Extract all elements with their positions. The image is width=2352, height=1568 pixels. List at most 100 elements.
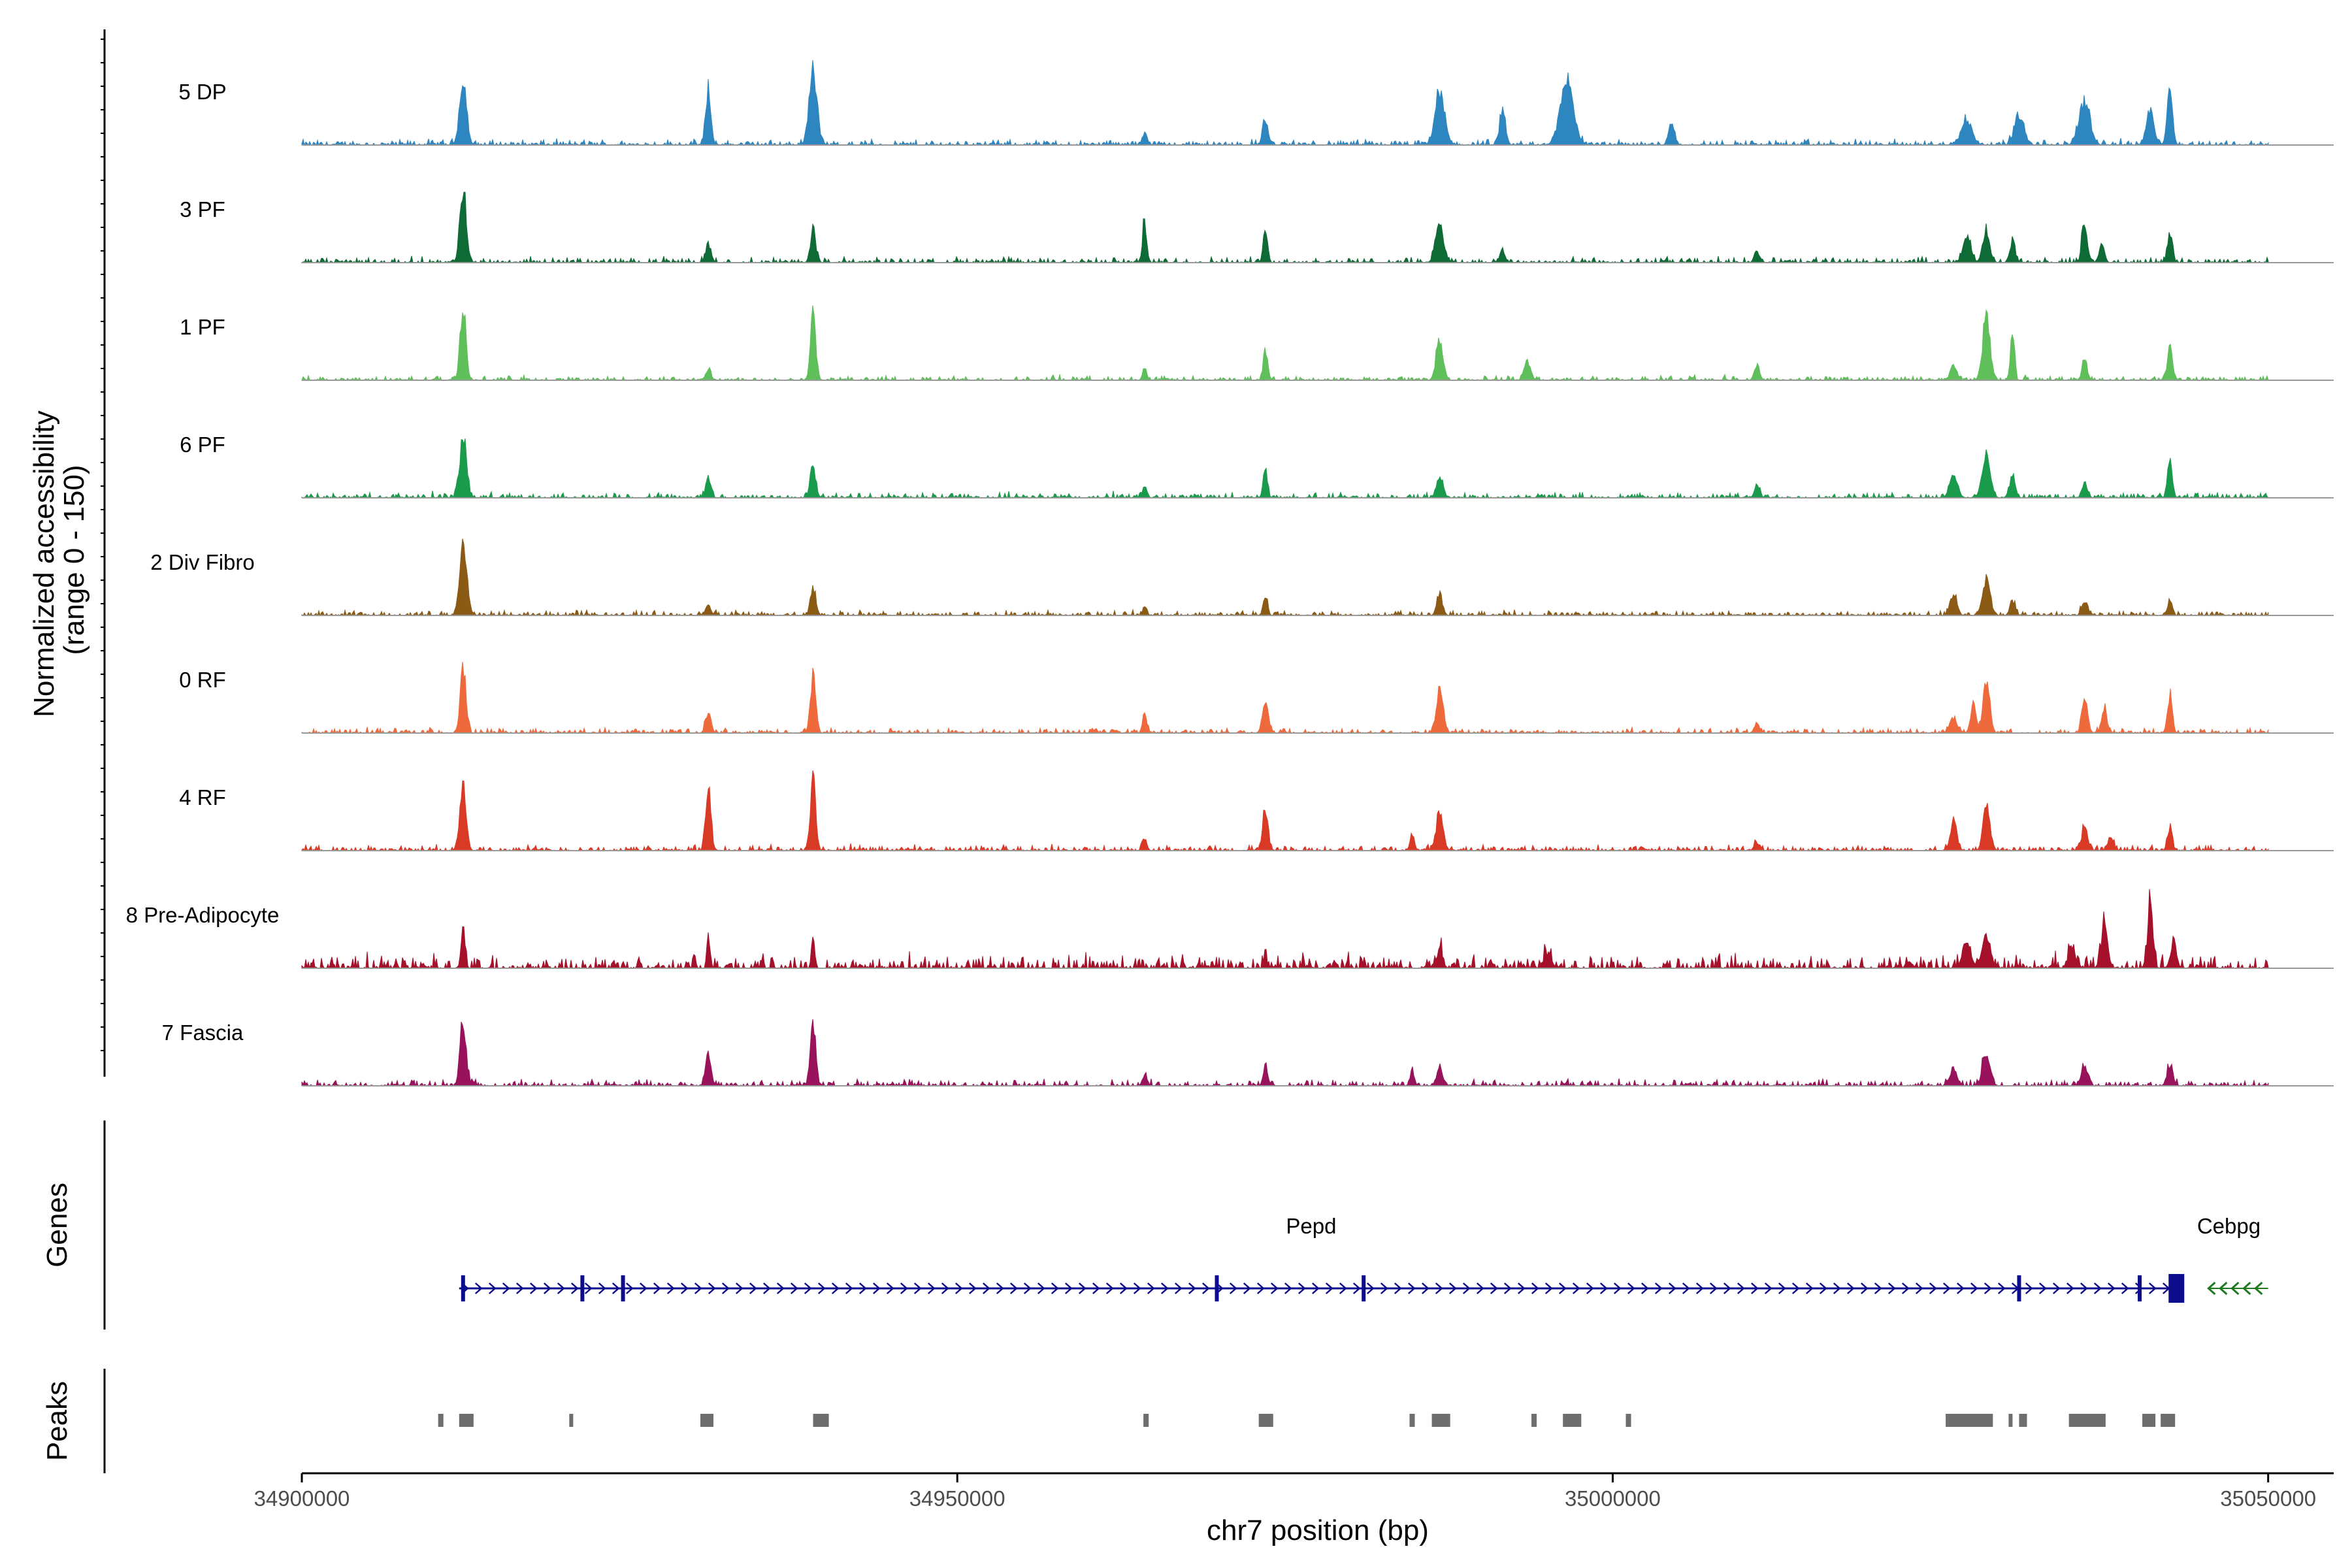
strand-arrow (1695, 1282, 1704, 1294)
strand-arrow (2066, 1282, 2074, 1294)
peak-region (1431, 1414, 1450, 1427)
strand-arrow (1037, 1282, 1045, 1294)
strand-arrow (900, 1282, 908, 1294)
x-axis: 34900000 34950000 35000000 35050000 chr7 po… (254, 1472, 2334, 1546)
strand-arrow (1421, 1282, 1429, 1294)
strand-arrow (1188, 1282, 1196, 1294)
strand-arrow (2038, 1282, 2047, 1294)
peak-region (2142, 1414, 2156, 1427)
gene-pepd: Pepd (459, 1214, 2185, 1303)
peak-region (1258, 1414, 1273, 1427)
strand-arrow (790, 1282, 798, 1294)
strand-arrow (1846, 1282, 1855, 1294)
strand-arrow (1682, 1282, 1690, 1294)
strand-arrow (557, 1282, 565, 1294)
gene-label: Pepd (1286, 1214, 1336, 1238)
strand-arrow (1133, 1282, 1141, 1294)
strand-arrow (1737, 1282, 1745, 1294)
x-axis-title: chr7 position (bp) (1207, 1514, 1429, 1546)
y-axis-ticks (101, 39, 105, 1051)
strand-arrow (804, 1282, 812, 1294)
strand-arrow (1147, 1282, 1155, 1294)
strand-arrow (1517, 1282, 1526, 1294)
strand-arrow (817, 1282, 826, 1294)
track-label: 2 Div Fibro (150, 550, 255, 574)
strand-arrow (1544, 1282, 1553, 1294)
strand-arrow (762, 1282, 771, 1294)
exon (2168, 1274, 2185, 1303)
strand-arrow (1613, 1282, 1622, 1294)
strand-arrow (2025, 1282, 2033, 1294)
strand-arrow (1599, 1282, 1608, 1294)
strand-arrow (584, 1282, 593, 1294)
strand-arrow (2148, 1282, 2157, 1294)
peak-region (2019, 1414, 2027, 1427)
peaks-panel-label: Peaks (41, 1381, 73, 1461)
strand-arrow (1476, 1282, 1484, 1294)
strand-arrow (872, 1282, 881, 1294)
strand-arrow (1654, 1282, 1663, 1294)
strand-arrow (968, 1282, 977, 1294)
track-label: 6 PF (180, 433, 225, 457)
strand-arrow (1174, 1282, 1183, 1294)
strand-arrow (845, 1282, 853, 1294)
strand-arrow (1229, 1282, 1237, 1294)
strand-arrow (680, 1282, 689, 1294)
strand-arrow (1942, 1282, 1951, 1294)
strand-arrow (955, 1282, 963, 1294)
strand-arrow (1668, 1282, 1676, 1294)
strand-arrow (1750, 1282, 1759, 1294)
exon (580, 1275, 585, 1301)
strand-arrow (1572, 1282, 1580, 1294)
strand-arrow (749, 1282, 757, 1294)
strand-arrow (1256, 1282, 1265, 1294)
peak-region (1531, 1414, 1537, 1427)
x-axis-ticks: 34900000 34950000 35000000 35050000 (254, 1473, 2316, 1511)
track-6: 0 RF (179, 661, 2334, 734)
peak-region (1563, 1414, 1582, 1427)
peak-region (1143, 1414, 1149, 1427)
strand-arrow (474, 1282, 483, 1294)
strand-arrow (721, 1282, 730, 1294)
strand-arrow (1997, 1282, 2006, 1294)
strand-arrow (570, 1282, 579, 1294)
strand-arrow (982, 1282, 990, 1294)
strand-arrow (1984, 1282, 1992, 1294)
x-tick-label: 34950000 (909, 1486, 1005, 1511)
strand-arrow (1970, 1282, 1978, 1294)
track-5: 2 Div Fibro (150, 538, 2334, 617)
track-3: 1 PF (180, 305, 2334, 382)
strand-arrow (1503, 1282, 1512, 1294)
x-tick-label: 35000000 (1565, 1486, 1661, 1511)
strand-arrow (1901, 1282, 1910, 1294)
coverage-tracks: 5 DP 3 PF 1 PF 6 PF 2 Div Fibro 0 RF 4 RF 8 Pre… (126, 59, 2334, 1087)
gene-models: Pepd Cebpg (459, 1214, 2268, 1303)
strand-arrow (2080, 1282, 2088, 1294)
peak-region (569, 1414, 574, 1427)
strand-arrow (1311, 1282, 1320, 1294)
strand-arrow (598, 1282, 606, 1294)
strand-arrow (529, 1282, 538, 1294)
strand-arrow (1270, 1282, 1279, 1294)
strand-arrow (1819, 1282, 1827, 1294)
strand-arrow (776, 1282, 785, 1294)
peak-region (2068, 1414, 2106, 1427)
strand-arrow (927, 1282, 936, 1294)
strand-arrow (1709, 1282, 1718, 1294)
strand-arrow (1805, 1282, 1814, 1294)
track-4: 6 PF (180, 433, 2334, 499)
gene-cebpg: Cebpg (2197, 1214, 2268, 1296)
strand-arrow (1887, 1282, 1896, 1294)
gene-label: Cebpg (2197, 1214, 2261, 1238)
strand-arrow (1531, 1282, 1539, 1294)
strand-arrow (1874, 1282, 1882, 1294)
track-label: 0 RF (179, 668, 226, 692)
track-8: 8 Pre-Adipocyte (126, 889, 2334, 970)
strand-arrow (708, 1282, 716, 1294)
peak-region (1409, 1414, 1415, 1427)
strand-arrow (1352, 1282, 1361, 1294)
track-7: 4 RF (179, 770, 2334, 852)
strand-arrow (1462, 1282, 1471, 1294)
strand-arrow (1201, 1282, 1210, 1294)
